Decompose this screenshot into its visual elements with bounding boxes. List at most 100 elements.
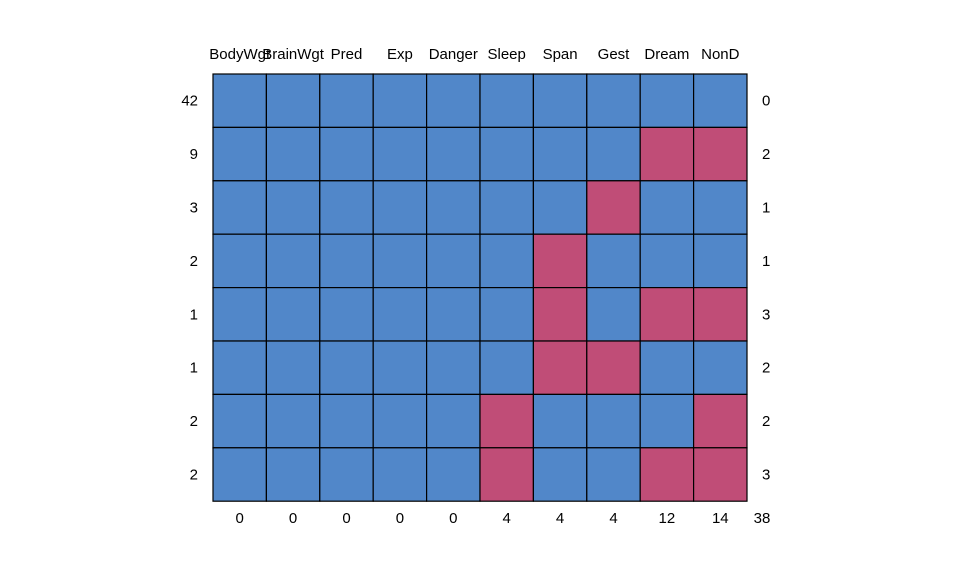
observed-cell [212, 73, 268, 129]
column-label: Danger [429, 46, 478, 63]
column-missing-total: 0 [396, 510, 404, 527]
observed-cell [586, 233, 641, 289]
observed-cell [319, 340, 374, 396]
observed-cell [372, 287, 428, 342]
observed-cell [586, 393, 641, 449]
missing-cell [692, 393, 748, 449]
row-missing-total-labels: 0 2 1 1 3 2 2 3 [762, 93, 770, 484]
row-missing-total: 1 [762, 200, 770, 217]
column-missing-total-labels: 0 0 0 0 0 4 4 4 12 14 [236, 510, 729, 527]
observed-cell [212, 393, 268, 449]
observed-cell [586, 73, 641, 129]
observed-cell [212, 447, 268, 502]
observed-cell [372, 73, 428, 129]
observed-cell [265, 180, 321, 235]
observed-cell [639, 233, 695, 289]
observed-cell [319, 287, 374, 342]
column-label: Sleep [488, 46, 526, 63]
total-missing-label: 38 [754, 510, 771, 527]
observed-cell [426, 287, 481, 342]
row-missing-total: 2 [762, 146, 770, 163]
observed-cell [265, 393, 321, 449]
observed-cell [479, 233, 535, 289]
observed-cell [319, 447, 374, 502]
observed-cell [212, 233, 268, 289]
missing-cell [532, 287, 588, 342]
observed-cell [692, 180, 748, 235]
column-missing-total: 4 [503, 510, 511, 527]
missing-cell [532, 340, 588, 396]
missing-cell [586, 180, 641, 235]
observed-cell [586, 287, 641, 342]
column-missing-total: 0 [449, 510, 457, 527]
observed-cell [692, 233, 748, 289]
observed-cell [639, 340, 695, 396]
observed-cell [265, 287, 321, 342]
column-missing-total: 4 [556, 510, 564, 527]
row-missing-total: 1 [762, 253, 770, 270]
observed-cell [532, 447, 588, 502]
observed-cell [319, 126, 374, 182]
column-missing-total: 0 [342, 510, 350, 527]
observed-cell [426, 340, 481, 396]
row-missing-total: 0 [762, 93, 770, 110]
missing-cell [639, 287, 695, 342]
cells-layer [212, 73, 748, 502]
observed-cell [212, 126, 268, 182]
missing-cell [479, 393, 535, 449]
observed-cell [372, 447, 428, 502]
observed-cell [212, 340, 268, 396]
observed-cell [532, 73, 588, 129]
observed-cell [692, 340, 748, 396]
row-missing-total: 3 [762, 467, 770, 484]
row-missing-total: 2 [762, 413, 770, 430]
observed-cell [586, 447, 641, 502]
missing-cell [639, 447, 695, 502]
row-missing-total: 2 [762, 360, 770, 377]
row-count-label: 3 [190, 200, 198, 217]
observed-cell [639, 73, 695, 129]
observed-cell [265, 340, 321, 396]
observed-cell [479, 180, 535, 235]
observed-cell [479, 73, 535, 129]
column-missing-total: 14 [712, 510, 729, 527]
observed-cell [426, 126, 481, 182]
observed-cell [265, 126, 321, 182]
column-missing-total: 4 [609, 510, 617, 527]
observed-cell [372, 180, 428, 235]
column-label: Pred [331, 46, 363, 63]
column-missing-total: 12 [659, 510, 676, 527]
column-label: Dream [644, 46, 689, 63]
observed-cell [319, 233, 374, 289]
row-count-labels: 42 9 3 2 1 1 2 2 [181, 93, 198, 484]
column-label: Gest [598, 46, 631, 63]
observed-cell [319, 73, 374, 129]
column-label: NonD [701, 46, 740, 63]
observed-cell [586, 126, 641, 182]
observed-cell [639, 393, 695, 449]
observed-cell [372, 393, 428, 449]
column-missing-total: 0 [289, 510, 297, 527]
observed-cell [372, 340, 428, 396]
missing-cell [479, 447, 535, 502]
observed-cell [372, 126, 428, 182]
observed-cell [212, 180, 268, 235]
observed-cell [692, 73, 748, 129]
observed-cell [265, 233, 321, 289]
missing-cell [692, 447, 748, 502]
missing-cell [532, 233, 588, 289]
row-count-label: 1 [190, 306, 198, 323]
observed-cell [319, 180, 374, 235]
column-label: BrainWgt [262, 46, 325, 63]
observed-cell [426, 447, 481, 502]
observed-cell [639, 180, 695, 235]
row-count-label: 2 [190, 253, 198, 270]
missing-cell [586, 340, 641, 396]
row-count-label: 42 [181, 93, 198, 110]
observed-cell [479, 287, 535, 342]
missing-cell [692, 126, 748, 182]
column-label: Span [543, 46, 578, 63]
